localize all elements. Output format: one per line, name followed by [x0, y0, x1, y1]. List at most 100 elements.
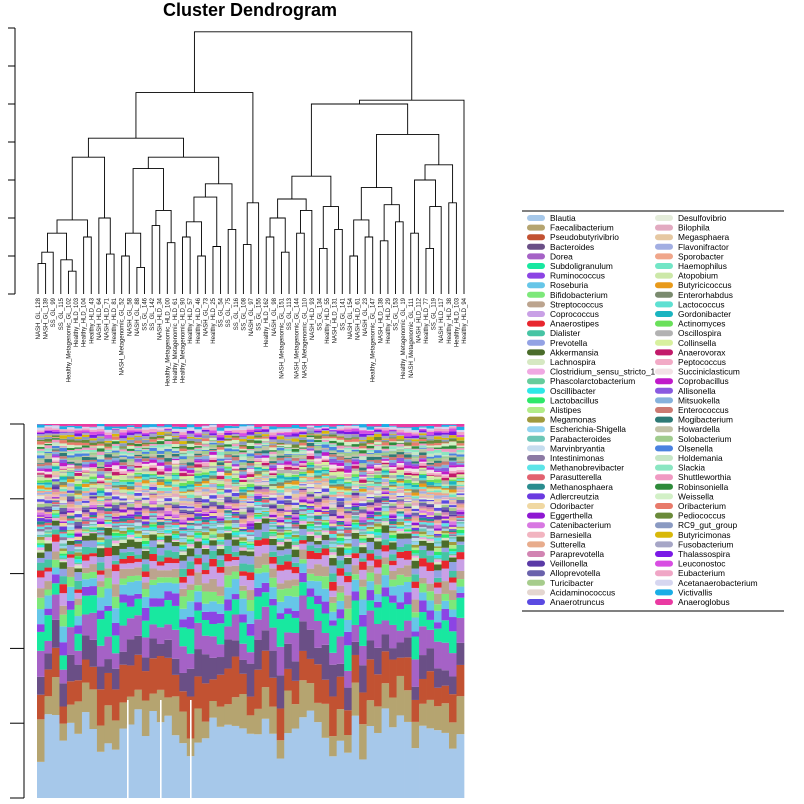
bar-segment: [261, 453, 270, 455]
bar-segment: [291, 455, 300, 458]
bar-segment: [164, 430, 173, 433]
bar-segment: [134, 510, 143, 512]
bar-segment: [254, 536, 263, 541]
bar-segment: [179, 463, 188, 464]
bar-segment: [209, 487, 218, 490]
bar-segment: [314, 535, 323, 538]
dendro-link: [182, 236, 191, 294]
dendro-link: [322, 206, 339, 249]
bar-segment: [149, 443, 158, 446]
bar-segment: [299, 505, 308, 507]
bar-segment: [449, 516, 457, 518]
bar-segment: [411, 461, 420, 464]
bar-segment: [246, 556, 255, 565]
bar-segment: [381, 467, 390, 470]
bar-segment: [276, 519, 285, 523]
bar-segment: [216, 502, 225, 505]
bar-segment: [216, 505, 225, 509]
bar-segment: [404, 532, 412, 533]
bar-segment: [126, 503, 135, 507]
bar-segment: [374, 567, 382, 574]
bar-segment: [291, 493, 300, 498]
bar-segment: [299, 463, 308, 466]
bar-segment: [171, 453, 180, 457]
bar-segment: [239, 643, 248, 660]
bar-segment: [44, 451, 53, 454]
bar-segment: [374, 502, 382, 507]
bar-segment: [89, 523, 98, 526]
bar-segment: [344, 477, 352, 481]
bar-segment: [254, 438, 263, 441]
bar-segment: [269, 500, 278, 504]
bar-segment: [374, 444, 382, 447]
bar-segment: [119, 494, 128, 496]
bar-segment: [51, 472, 60, 476]
bar-segment: [239, 575, 248, 586]
bar-segment: [336, 491, 345, 494]
legend-label: Lachnospira: [550, 357, 596, 367]
legend-swatch: [655, 263, 673, 269]
bar-segment: [59, 466, 68, 468]
bar-segment: [134, 538, 143, 539]
bar-segment: [231, 538, 240, 540]
bar-segment: [329, 475, 337, 479]
bar-segment: [59, 431, 68, 433]
bar-segment: [209, 425, 218, 427]
bar-segment: [209, 483, 218, 485]
bar-segment: [149, 489, 158, 493]
legend-swatch: [527, 474, 545, 481]
bar-segment: [434, 557, 442, 560]
bar-segment: [314, 520, 323, 522]
bar-segment: [51, 484, 60, 487]
bar-segment: [419, 566, 427, 578]
bar-segment: [404, 492, 412, 496]
bar-segment: [51, 492, 60, 495]
bar-segment: [396, 608, 405, 631]
bar-segment: [374, 459, 382, 464]
bar-segment: [74, 475, 83, 479]
bar-segment: [344, 549, 352, 554]
bar-segment: [119, 468, 128, 472]
bar-segment: [89, 452, 98, 455]
bar-segment: [209, 636, 218, 658]
bar-segment: [329, 547, 337, 548]
bar-segment: [419, 473, 427, 476]
bar-segment: [321, 510, 330, 512]
leaf-label: NASH_HLD_93: [310, 297, 316, 340]
bar-segment: [269, 514, 278, 518]
bar-segment: [89, 454, 98, 458]
bar-segment: [389, 488, 397, 491]
bar-segment: [411, 612, 420, 618]
bar-segment: [239, 467, 248, 471]
bar-segment: [344, 543, 352, 547]
bar-segment: [434, 455, 442, 458]
bar-segment: [404, 657, 412, 691]
bar-segment: [51, 464, 60, 466]
bar-segment: [59, 500, 68, 504]
bar-segment: [156, 454, 165, 458]
bar-segment: [81, 455, 90, 457]
legend-label: Clostridium_sensu_stricto_1: [550, 367, 656, 377]
bar-segment: [284, 500, 293, 503]
bar-segment: [389, 431, 397, 434]
bar-segment: [434, 687, 442, 707]
bar-segment: [336, 425, 345, 427]
bar-segment: [239, 484, 248, 486]
bar-segment: [224, 435, 233, 438]
bar-segment: [246, 424, 255, 426]
bar-segment: [314, 530, 323, 532]
bar-segment: [419, 447, 427, 449]
bar-segment: [314, 484, 323, 488]
bar-segment: [456, 486, 465, 488]
bar-segment: [314, 453, 323, 457]
bar-segment: [224, 478, 233, 482]
bar-segment: [164, 429, 173, 431]
bar-segment: [66, 515, 75, 519]
bar-segment: [351, 428, 360, 432]
bar-segment: [434, 483, 442, 487]
bar-segment: [441, 552, 450, 561]
bar-segment: [59, 493, 68, 497]
bar-segment: [224, 424, 233, 426]
bar-segment: [291, 596, 300, 611]
bar-segment: [246, 549, 255, 552]
